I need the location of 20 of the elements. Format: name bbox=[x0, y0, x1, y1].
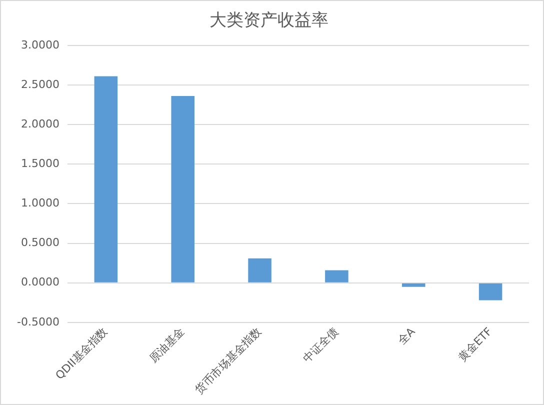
y-tick-label: 0.0000 bbox=[20, 276, 60, 289]
y-tick-label: -0.5000 bbox=[16, 315, 60, 328]
chart-title: 大类资产收益率 bbox=[210, 10, 328, 31]
bar bbox=[248, 258, 272, 282]
y-tick-label: 1.0000 bbox=[20, 196, 60, 210]
x-tick-label: 黄金ETF bbox=[456, 325, 495, 364]
y-tick-label: 3.0000 bbox=[20, 38, 60, 52]
bar bbox=[325, 270, 348, 282]
bar bbox=[478, 283, 502, 300]
y-tick-label: 0.5000 bbox=[20, 236, 60, 250]
y-tick-label: 1.5000 bbox=[20, 156, 60, 170]
x-tick-label: 中证全债 bbox=[300, 325, 341, 366]
y-tick-label: 2.5000 bbox=[20, 78, 60, 91]
bar bbox=[94, 76, 118, 282]
x-tick-label: 全A bbox=[395, 324, 418, 348]
bar bbox=[171, 96, 194, 282]
y-tick-label: 2.0000 bbox=[20, 117, 60, 130]
x-tick-label: 原油基金 bbox=[146, 325, 187, 366]
bar bbox=[402, 283, 426, 287]
x-tick-label: 货币市场基金指数 bbox=[192, 325, 264, 396]
